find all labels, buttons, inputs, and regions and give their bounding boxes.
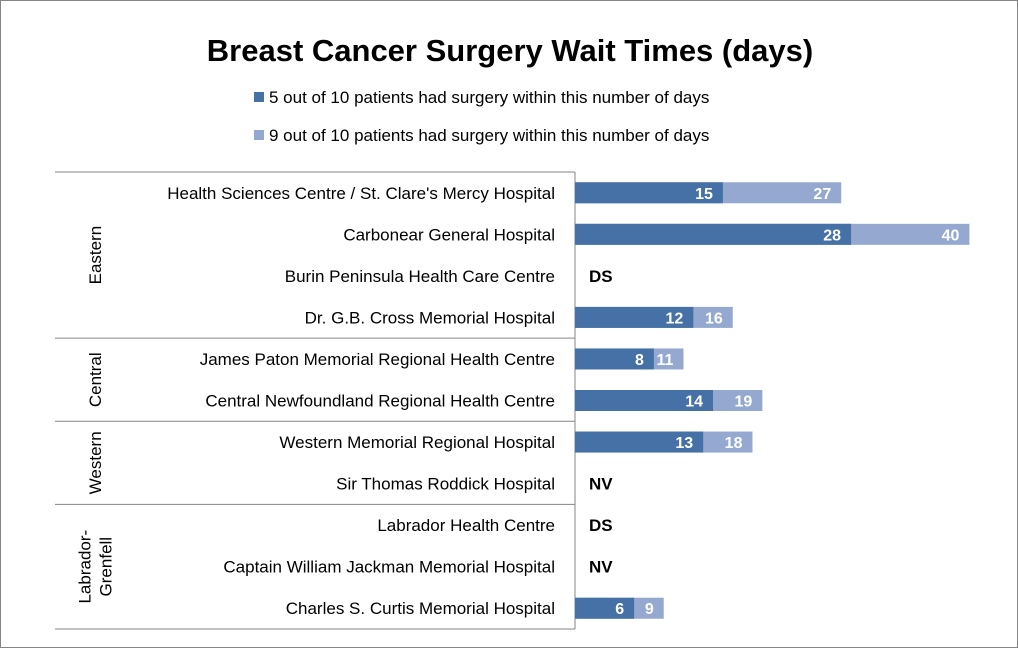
bar-median bbox=[575, 390, 714, 411]
legend-swatch-median bbox=[254, 92, 264, 102]
data-label-median: 6 bbox=[615, 601, 624, 618]
bar-median bbox=[575, 431, 704, 453]
data-label-median: 28 bbox=[823, 227, 841, 244]
legend-swatch-p90 bbox=[254, 130, 264, 140]
chart-title: Breast Cancer Surgery Wait Times (days) bbox=[207, 33, 813, 68]
data-label-p90: 19 bbox=[735, 394, 753, 411]
data-label-p90: 11 bbox=[657, 352, 674, 369]
note-label: DS bbox=[589, 516, 613, 535]
data-label-median: 12 bbox=[666, 310, 684, 327]
data-label-p90: 9 bbox=[645, 601, 654, 618]
category-label: Health Sciences Centre / St. Clare's Mer… bbox=[167, 184, 555, 203]
group-label: Eastern bbox=[86, 226, 105, 285]
category-label: James Paton Memorial Regional Health Cen… bbox=[200, 350, 555, 369]
category-label: Charles S. Curtis Memorial Hospital bbox=[286, 599, 555, 618]
data-label-p90: 27 bbox=[813, 186, 831, 203]
data-label-p90: 18 bbox=[725, 435, 743, 452]
data-label-p90: 40 bbox=[942, 227, 960, 244]
category-label: Burin Peninsula Health Care Centre bbox=[285, 267, 555, 286]
bar-median bbox=[575, 182, 723, 204]
category-label: Captain William Jackman Memorial Hospita… bbox=[223, 558, 555, 577]
note-label: NV bbox=[589, 475, 613, 494]
category-label: Dr. G.B. Cross Memorial Hospital bbox=[305, 308, 555, 327]
category-label: Central Newfoundland Regional Health Cen… bbox=[205, 392, 555, 411]
bar-median bbox=[575, 223, 852, 245]
group-label: Central bbox=[86, 352, 105, 407]
group-label: Labrador- Grenfell bbox=[76, 530, 116, 604]
category-label: Labrador Health Centre bbox=[377, 516, 555, 535]
bar-median bbox=[575, 597, 635, 619]
note-label: DS bbox=[589, 267, 613, 286]
category-label: Western Memorial Regional Hospital bbox=[279, 433, 555, 452]
data-label-median: 13 bbox=[675, 435, 693, 452]
data-label-p90: 16 bbox=[705, 310, 723, 327]
bar-median bbox=[575, 306, 694, 328]
legend-label-median: 5 out of 10 patients had surgery within … bbox=[269, 88, 709, 107]
legend-label-p90: 9 out of 10 patients had surgery within … bbox=[269, 126, 709, 145]
data-label-median: 15 bbox=[695, 186, 713, 203]
group-label: Western bbox=[86, 431, 105, 494]
legend: 5 out of 10 patients had surgery within … bbox=[254, 88, 709, 145]
bar-median bbox=[575, 348, 654, 370]
category-label: Sir Thomas Roddick Hospital bbox=[336, 475, 555, 494]
note-label: NV bbox=[589, 558, 613, 577]
category-label: Carbonear General Hospital bbox=[343, 225, 555, 244]
data-label-median: 8 bbox=[635, 352, 644, 369]
data-label-median: 14 bbox=[685, 394, 703, 411]
